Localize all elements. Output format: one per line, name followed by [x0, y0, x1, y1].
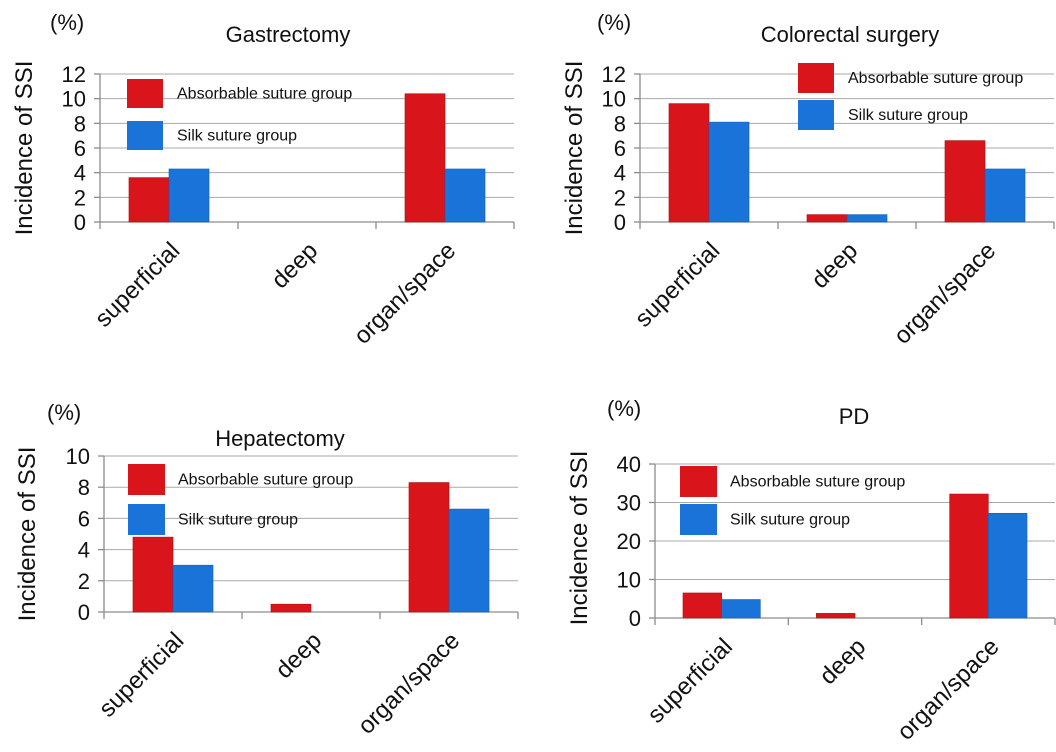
y-axis-label: Incidence of SSI [561, 61, 588, 236]
y-tick-label: 10 [617, 568, 641, 593]
x-category-label: superficial [642, 633, 737, 728]
bar-absorbable-0 [128, 177, 170, 223]
y-tick-label: 6 [614, 136, 626, 161]
bar-absorbable-1 [816, 613, 856, 619]
bar-absorbable-1 [806, 214, 848, 223]
y-tick-label: 4 [74, 161, 86, 186]
x-category-label: organ/space [892, 633, 1004, 745]
bar-absorbable-0 [668, 103, 710, 223]
y-tick-label: 2 [74, 185, 86, 210]
y-axis-label: Incidence of SSI [11, 61, 38, 236]
x-category-label: superficial [630, 237, 725, 332]
unit-label: (%) [50, 10, 84, 35]
legend-label-absorbable: Absorbable suture group [178, 472, 353, 489]
legend-swatch-absorbable [128, 464, 165, 495]
unit-label: (%) [607, 396, 641, 421]
bar-silk-2 [988, 512, 1028, 619]
bar-absorbable-0 [132, 536, 174, 613]
legend-swatch-silk [680, 504, 717, 535]
legend-swatch-absorbable [680, 466, 717, 497]
y-tick-label: 30 [617, 491, 641, 516]
unit-label: (%) [47, 400, 81, 425]
unit-label: (%) [597, 10, 631, 35]
y-tick-label: 10 [66, 444, 90, 469]
chart-title: Colorectal surgery [761, 22, 940, 47]
y-tick-label: 2 [614, 185, 626, 210]
bar-absorbable-2 [944, 140, 986, 223]
y-tick-label: 0 [74, 210, 86, 235]
bar-silk-1 [846, 214, 888, 223]
bar-silk-0 [721, 599, 761, 619]
legend-label-silk: Silk suture group [178, 512, 298, 529]
y-tick-label: 8 [78, 475, 90, 500]
bar-absorbable-0 [682, 592, 722, 619]
bar-silk-2 [448, 508, 490, 613]
y-tick-label: 4 [614, 161, 626, 186]
x-category-label: deep [270, 627, 327, 684]
x-category-label: deep [814, 633, 871, 690]
legend-label-absorbable: Absorbable suture group [177, 86, 352, 103]
y-axis-label: Incidence of SSI [14, 447, 41, 622]
y-tick-label: 0 [614, 210, 626, 235]
chart-panel-4: 0 10 20 30 40 superficial deep organ/space (%) PD… [566, 396, 1056, 746]
x-category-label: organ/space [889, 237, 1001, 349]
y-axis-label: Incidence of SSI [566, 451, 593, 626]
y-tick-label: 6 [78, 506, 90, 531]
y-tick-label: 12 [62, 62, 86, 87]
x-category-label: deep [806, 237, 863, 294]
bar-silk-2 [984, 168, 1026, 223]
chart-panel-3: 0 2 4 6 8 10 superficial deep organ/space (%) Hepa… [14, 400, 519, 740]
y-tick-label: 20 [617, 529, 641, 554]
legend-label-silk: Silk suture group [730, 512, 850, 529]
y-tick-label: 12 [602, 62, 626, 87]
bar-absorbable-2 [408, 482, 450, 613]
y-tick-label: 4 [78, 538, 90, 563]
chart-title: Hepatectomy [215, 426, 345, 451]
legend-swatch-silk [128, 504, 165, 535]
bar-absorbable-1 [270, 603, 312, 613]
bar-silk-0 [172, 564, 214, 613]
legend-label-silk: Silk suture group [177, 128, 297, 145]
y-tick-label: 10 [602, 87, 626, 112]
y-tick-label: 8 [74, 111, 86, 136]
legend-swatch-absorbable [798, 63, 834, 93]
y-tick-label: 0 [78, 600, 90, 625]
bar-absorbable-2 [949, 493, 989, 619]
y-tick-label: 8 [614, 111, 626, 136]
x-category-label: organ/space [349, 237, 461, 349]
y-tick-label: 0 [629, 606, 641, 631]
x-category-label: superficial [94, 627, 189, 722]
x-category-label: organ/space [353, 627, 465, 739]
legend-label-silk: Silk suture group [848, 107, 968, 124]
legend-swatch-absorbable [127, 79, 163, 108]
chart-title: PD [839, 404, 870, 429]
y-tick-label: 10 [62, 87, 86, 112]
bar-silk-2 [444, 168, 486, 223]
legend-label-absorbable: Absorbable suture group [848, 70, 1023, 87]
y-tick-label: 2 [78, 569, 90, 594]
y-tick-label: 6 [74, 136, 86, 161]
legend-label-absorbable: Absorbable suture group [730, 474, 905, 491]
bar-silk-0 [708, 121, 750, 223]
bar-silk-0 [168, 168, 210, 223]
legend-swatch-silk [127, 121, 163, 150]
x-category-label: deep [266, 237, 323, 294]
bar-absorbable-2 [404, 93, 446, 223]
y-tick-label: 40 [617, 452, 641, 477]
x-category-label: superficial [90, 237, 185, 332]
chart-title: Gastrectomy [226, 22, 351, 47]
legend-swatch-silk [798, 100, 834, 130]
